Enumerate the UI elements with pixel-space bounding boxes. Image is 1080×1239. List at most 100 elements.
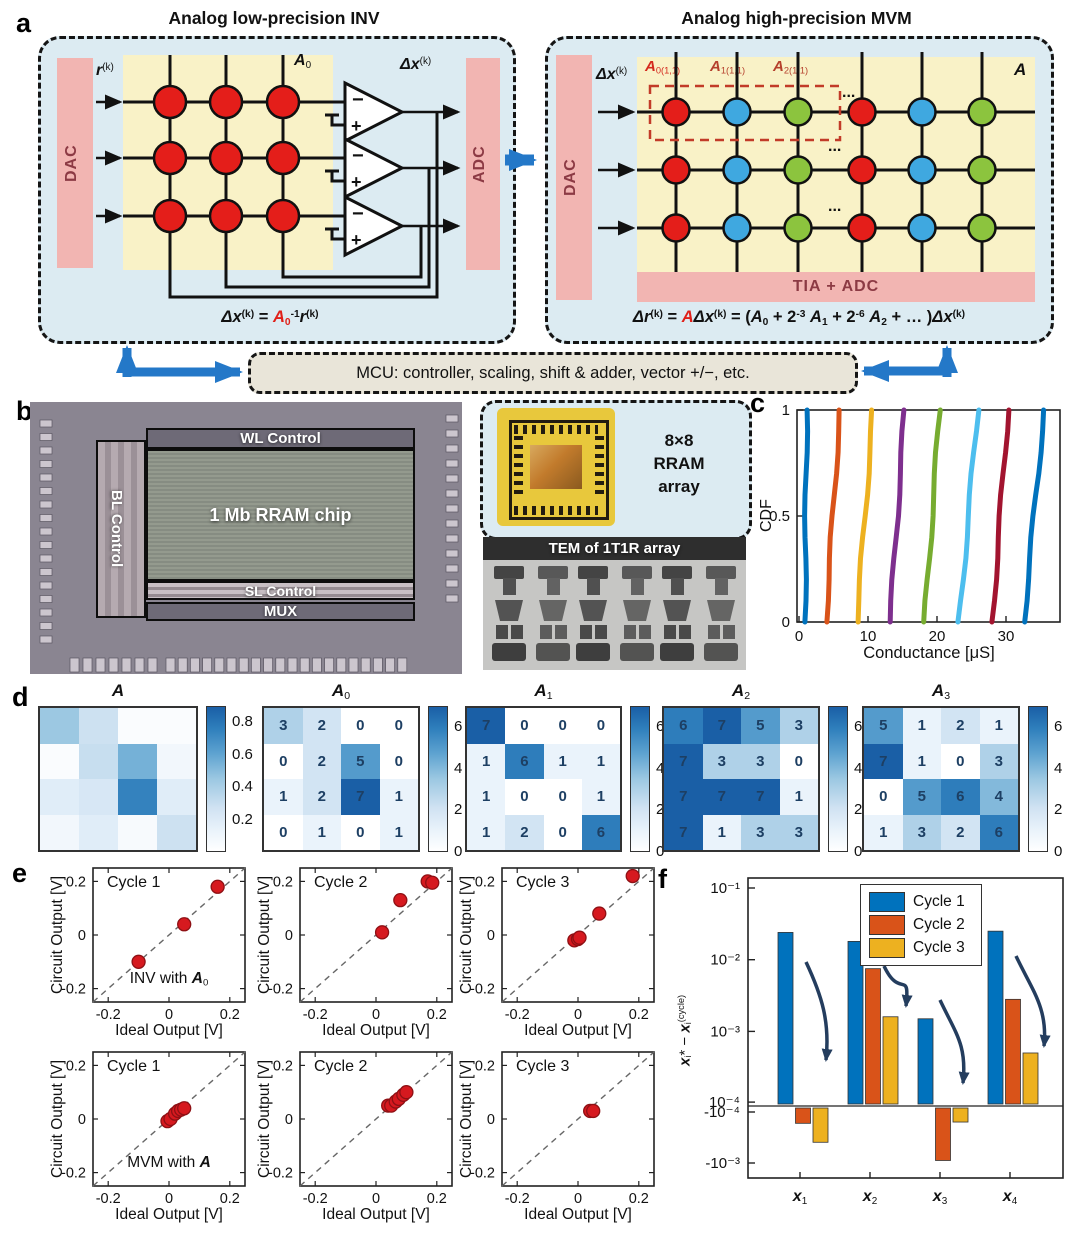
mvm-a0-slice-label: A0(1,1)	[645, 58, 681, 76]
chip-pad	[39, 527, 53, 536]
chip-pad	[312, 657, 322, 673]
error-bar	[935, 1107, 951, 1161]
chip-pad	[39, 595, 53, 603]
mvm-tia-label: TIA + ADC	[792, 278, 880, 295]
svg-text:0.2: 0.2	[66, 874, 86, 890]
rram-cell	[907, 97, 937, 127]
heatmap-cell	[40, 814, 79, 850]
svg-text:0: 0	[78, 928, 86, 944]
scatter-title-4: Cycle 1	[107, 1058, 161, 1075]
svg-text:-0.2: -0.2	[96, 1191, 121, 1207]
rram-cell	[152, 84, 188, 120]
error-bar	[812, 1107, 829, 1143]
error-bar	[952, 1107, 969, 1123]
heatmap-cell	[79, 779, 118, 815]
chip-pad	[39, 433, 53, 441]
chip-pad	[69, 657, 80, 673]
chip-pad	[445, 474, 459, 483]
chip-pad	[108, 657, 119, 673]
rram-cell	[847, 155, 877, 185]
mvm-formula: Δr(k) = AΔx(k) = (A0 + 2-3 A1 + 2-6 A2 +…	[632, 308, 966, 328]
data-point	[399, 1085, 414, 1100]
opamp	[343, 80, 406, 144]
chip-pad	[39, 622, 53, 630]
legend-swatch-cycle1	[869, 891, 905, 912]
heatmap-cell	[118, 743, 157, 779]
mvm-dac-bar	[556, 55, 592, 300]
mvm-matrix-label: A	[1014, 60, 1027, 79]
svg-text:-0.2: -0.2	[303, 1191, 328, 1207]
svg-text:-0.2: -0.2	[303, 1007, 328, 1023]
bar-cat-x4: x4	[1002, 1188, 1018, 1207]
svg-text:+: +	[351, 116, 362, 136]
scatter-title-2: Cycle 2	[314, 874, 368, 891]
heatmap-title: A	[111, 681, 125, 700]
mvm-dots-3: ...	[828, 198, 842, 215]
heatmap-cell: 7	[467, 708, 506, 744]
sl-control-block: SL Control	[146, 581, 415, 600]
scatter-xlabel-2: Ideal Output [V]	[322, 1022, 430, 1039]
mcu-box: MCU: controller, scaling, shift & adder,…	[248, 352, 858, 394]
rram-cell	[265, 140, 301, 176]
svg-text:0.2: 0.2	[273, 1058, 293, 1074]
rram-cell	[722, 97, 752, 127]
heatmap-cell: 1	[264, 779, 303, 815]
colorbar-tick: 4	[454, 759, 463, 777]
svg-text:0: 0	[487, 1112, 495, 1128]
cdf-level-curve	[921, 407, 943, 625]
heatmap-cell: 0	[543, 814, 582, 850]
heatmap-cell: 4	[979, 779, 1018, 815]
mvm-title: Analog high-precision MVM	[681, 8, 912, 28]
mvm-dots-1: ...	[842, 84, 856, 101]
rram-cell	[265, 84, 301, 120]
svg-text:-10⁻³: -10⁻³	[705, 1155, 740, 1172]
scatter-xlabel-5: Ideal Output [V]	[322, 1206, 430, 1223]
rram-cell	[783, 155, 813, 185]
heatmap-cell: 0	[264, 743, 303, 779]
heatmap-cell: 7	[664, 743, 703, 779]
chip-pad	[336, 657, 347, 673]
chip-pad	[445, 414, 459, 423]
inv-input-label: r(k)	[96, 62, 114, 79]
heatmap-colorbar	[828, 706, 848, 852]
svg-text:0: 0	[78, 1112, 86, 1128]
error-bar	[1005, 998, 1021, 1105]
colorbar-tick: 4	[1054, 759, 1063, 777]
chip-pad	[39, 419, 53, 428]
rram-cell	[152, 198, 188, 234]
scatter-note-inv: INV with A0	[129, 970, 209, 989]
heatmap-cell: 7	[864, 743, 903, 779]
svg-text:-0.2: -0.2	[268, 1166, 293, 1182]
rram-package-photo	[497, 408, 615, 526]
rram-cell	[661, 213, 691, 243]
heatmap-cell: 0	[864, 779, 903, 815]
chip-pad	[95, 657, 106, 673]
colorbar-tick: 4	[656, 759, 665, 777]
svg-text:0.2: 0.2	[273, 874, 293, 890]
package-pins-bottom	[514, 506, 598, 515]
svg-text:0: 0	[285, 1112, 293, 1128]
rram-cell	[967, 97, 997, 127]
tem-structure	[492, 566, 526, 661]
cdf-chart-svg: 00.510 10 20 30	[769, 402, 1061, 645]
heatmap-colorbar	[206, 706, 226, 852]
heatmap-cell	[79, 743, 118, 779]
rram-cell	[847, 213, 877, 243]
data-point	[131, 954, 146, 969]
chip-pad	[238, 657, 249, 673]
chip-pad	[202, 657, 212, 673]
chip-pad	[445, 429, 459, 438]
rram-cell	[722, 213, 752, 243]
heatmap-cell: 0	[581, 708, 620, 744]
heatmap-cell: 7	[702, 779, 741, 815]
heatmap-cell: 7	[702, 708, 741, 744]
svg-text:0.2: 0.2	[66, 1058, 86, 1074]
heatmap-cell: 0	[543, 708, 582, 744]
heatmap-colorbar	[630, 706, 650, 852]
legend-label-cycle2: Cycle 2	[913, 915, 965, 933]
heatmap-cell	[118, 708, 157, 744]
cdf-level-curve	[1022, 407, 1047, 625]
panel-c-label: c	[750, 388, 766, 418]
tem-title-bar: TEM of 1T1R array	[483, 537, 746, 560]
